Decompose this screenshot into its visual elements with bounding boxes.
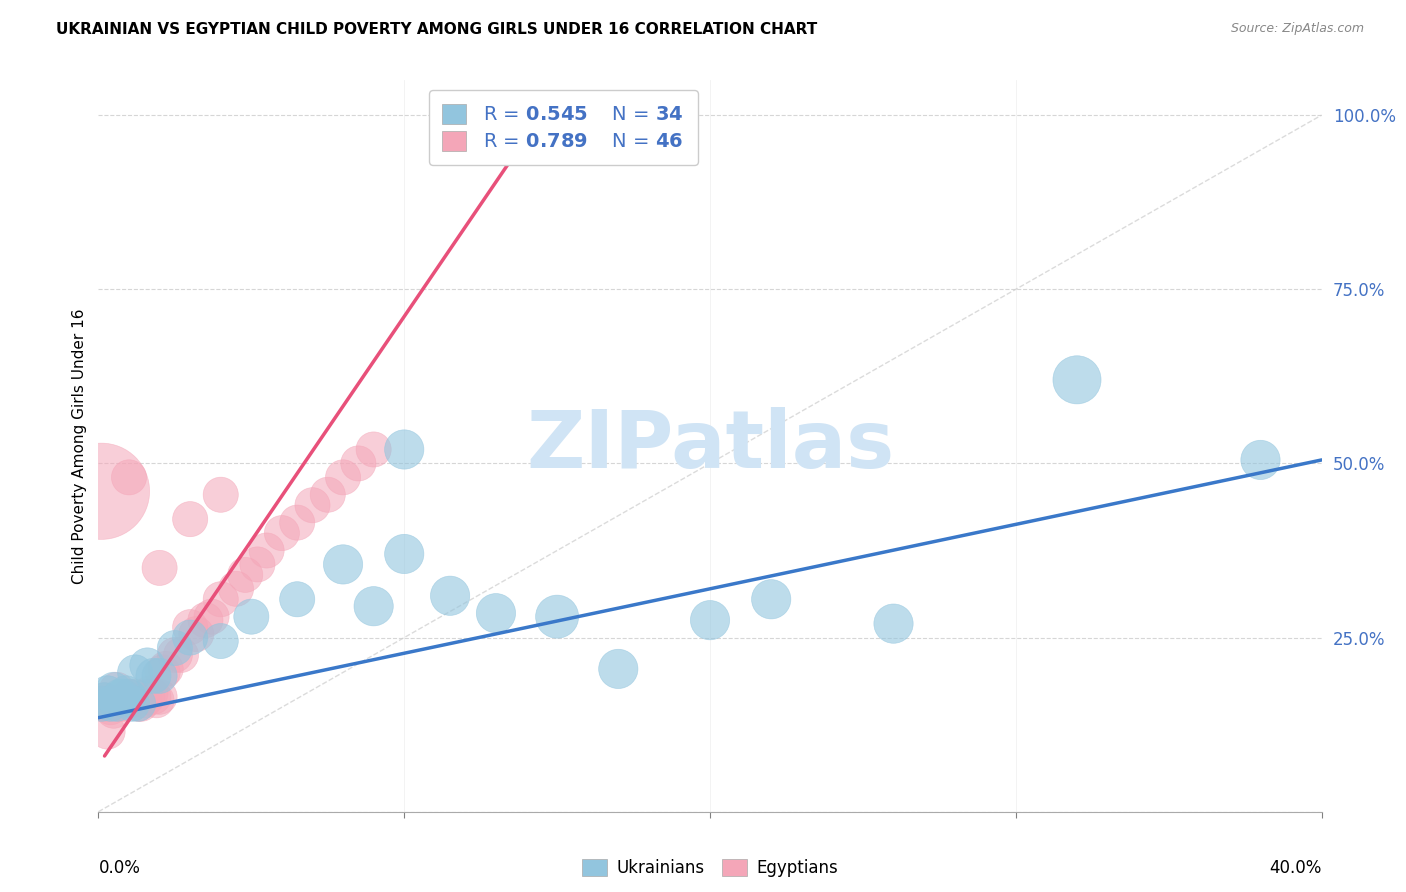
- Point: [209, 488, 232, 502]
- Point: [225, 582, 247, 596]
- Point: [316, 488, 339, 502]
- Point: [285, 516, 308, 530]
- Point: [392, 547, 416, 561]
- Point: [105, 697, 128, 711]
- Point: [93, 693, 115, 707]
- Point: [163, 648, 186, 662]
- Point: [149, 669, 172, 683]
- Point: [97, 724, 120, 739]
- Point: [97, 697, 120, 711]
- Point: [301, 498, 323, 512]
- Point: [111, 697, 134, 711]
- Point: [118, 470, 141, 484]
- Point: [607, 662, 630, 676]
- Point: [363, 442, 385, 457]
- Point: [124, 690, 146, 704]
- Point: [108, 690, 131, 704]
- Point: [246, 558, 269, 572]
- Point: [209, 634, 232, 648]
- Point: [240, 609, 263, 624]
- Point: [90, 484, 112, 499]
- Text: 40.0%: 40.0%: [1270, 859, 1322, 877]
- Point: [136, 690, 159, 704]
- Point: [392, 442, 416, 457]
- Point: [170, 648, 193, 662]
- Point: [149, 561, 172, 575]
- Point: [121, 693, 143, 707]
- Point: [115, 686, 138, 700]
- Point: [100, 697, 122, 711]
- Point: [152, 665, 174, 680]
- Point: [118, 690, 141, 704]
- Point: [127, 697, 149, 711]
- Point: [111, 690, 134, 704]
- Point: [129, 697, 152, 711]
- Point: [285, 592, 308, 607]
- Point: [699, 613, 721, 627]
- Point: [103, 704, 125, 718]
- Point: [163, 640, 186, 655]
- Point: [115, 693, 138, 707]
- Point: [363, 599, 385, 614]
- Text: Source: ZipAtlas.com: Source: ZipAtlas.com: [1230, 22, 1364, 36]
- Point: [179, 631, 201, 645]
- Text: 0.0%: 0.0%: [98, 859, 141, 877]
- Point: [145, 693, 167, 707]
- Point: [124, 665, 146, 680]
- Point: [485, 606, 508, 620]
- Y-axis label: Child Poverty Among Girls Under 16: Child Poverty Among Girls Under 16: [72, 309, 87, 583]
- Point: [759, 592, 782, 607]
- Point: [200, 609, 222, 624]
- Point: [93, 693, 115, 707]
- Text: UKRAINIAN VS EGYPTIAN CHILD POVERTY AMONG GIRLS UNDER 16 CORRELATION CHART: UKRAINIAN VS EGYPTIAN CHILD POVERTY AMON…: [56, 22, 817, 37]
- Point: [121, 697, 143, 711]
- Point: [332, 470, 354, 484]
- Point: [883, 616, 905, 631]
- Point: [270, 526, 292, 541]
- Point: [108, 697, 131, 711]
- Point: [194, 613, 217, 627]
- Point: [179, 512, 201, 526]
- Point: [142, 669, 165, 683]
- Point: [118, 690, 141, 704]
- Point: [127, 697, 149, 711]
- Point: [209, 592, 232, 607]
- Point: [256, 543, 278, 558]
- Point: [179, 620, 201, 634]
- Point: [233, 567, 256, 582]
- Point: [105, 682, 128, 697]
- Point: [134, 693, 156, 707]
- Point: [332, 558, 354, 572]
- Point: [90, 697, 112, 711]
- Point: [1066, 373, 1088, 387]
- Text: ZIPatlas: ZIPatlas: [526, 407, 894, 485]
- Point: [139, 686, 162, 700]
- Point: [186, 627, 208, 641]
- Point: [97, 686, 120, 700]
- Point: [155, 662, 177, 676]
- Point: [142, 690, 165, 704]
- Point: [149, 690, 172, 704]
- Point: [546, 609, 568, 624]
- Legend: Ukrainians, Egyptians: Ukrainians, Egyptians: [575, 853, 845, 884]
- Point: [136, 658, 159, 673]
- Point: [1249, 453, 1271, 467]
- Point: [347, 457, 370, 471]
- Point: [103, 682, 125, 697]
- Point: [90, 697, 112, 711]
- Point: [439, 589, 461, 603]
- Point: [100, 700, 122, 714]
